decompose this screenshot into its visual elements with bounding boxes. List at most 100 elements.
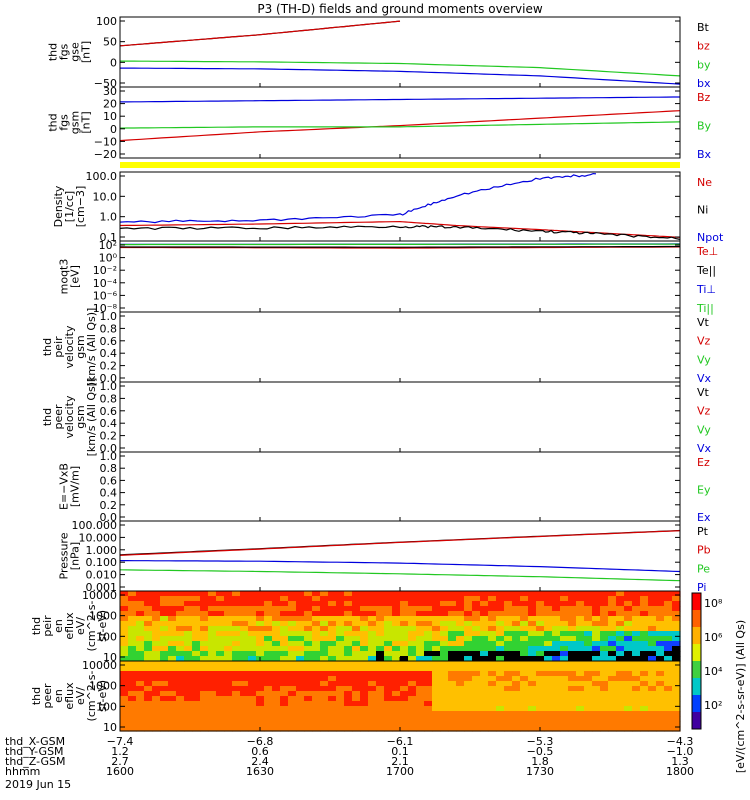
heatmap-cell bbox=[424, 656, 433, 662]
heatmap-cell bbox=[656, 696, 665, 702]
heatmap-cell bbox=[128, 601, 137, 607]
heatmap-cell bbox=[264, 716, 273, 722]
heatmap-cell bbox=[616, 646, 625, 652]
heatmap-cell bbox=[288, 681, 297, 687]
heatmap-cell bbox=[504, 626, 513, 632]
series-line-Pb bbox=[119, 530, 681, 556]
heatmap-cell bbox=[264, 641, 273, 647]
heatmap-cell bbox=[344, 631, 353, 637]
heatmap-cell bbox=[160, 671, 169, 677]
heatmap-cell bbox=[384, 661, 393, 667]
heatmap-cell bbox=[192, 626, 201, 632]
heatmap-cell bbox=[400, 716, 409, 722]
heatmap-cell bbox=[544, 641, 553, 647]
heatmap-cell bbox=[136, 651, 145, 657]
heatmap-cell bbox=[496, 726, 505, 732]
heatmap-cell bbox=[248, 596, 257, 602]
heatmap-cell bbox=[448, 611, 457, 617]
heatmap-cell bbox=[144, 651, 153, 657]
heatmap-cell bbox=[632, 721, 641, 727]
heatmap-cell bbox=[168, 676, 177, 682]
heatmap-cell bbox=[656, 616, 665, 622]
heatmap-cell bbox=[336, 716, 345, 722]
heatmap-cell bbox=[176, 711, 185, 717]
heatmap-cell bbox=[280, 681, 289, 687]
heatmap-cell bbox=[368, 721, 377, 727]
heatmap-cell bbox=[384, 691, 393, 697]
heatmap-cell bbox=[376, 691, 385, 697]
footer-value: 2.7 bbox=[111, 755, 129, 768]
heatmap-cell bbox=[504, 591, 513, 597]
heatmap-cell bbox=[616, 616, 625, 622]
heatmap-cell bbox=[312, 626, 321, 632]
heatmap-cell bbox=[288, 626, 297, 632]
heatmap-cell bbox=[536, 651, 545, 657]
heatmap-cell bbox=[520, 721, 529, 727]
heatmap-cell bbox=[168, 696, 177, 702]
y-axis-label-line: eflux bbox=[63, 612, 76, 640]
heatmap-cell bbox=[200, 601, 209, 607]
heatmap-cell bbox=[480, 646, 489, 652]
heatmap-cell bbox=[416, 691, 425, 697]
heatmap-cell bbox=[280, 606, 289, 612]
heatmap-cell bbox=[552, 701, 561, 707]
heatmap-cell bbox=[232, 706, 241, 712]
heatmap-cell bbox=[480, 626, 489, 632]
heatmap-cell bbox=[656, 671, 665, 677]
heatmap-cell bbox=[464, 681, 473, 687]
heatmap-cell bbox=[528, 636, 537, 642]
heatmap-cell bbox=[200, 726, 209, 732]
heatmap-cell bbox=[136, 681, 145, 687]
colorbar-swatch bbox=[692, 593, 701, 611]
heatmap-cell bbox=[584, 681, 593, 687]
heatmap-cell bbox=[328, 591, 337, 597]
heatmap-cell bbox=[312, 691, 321, 697]
heatmap-cell bbox=[120, 591, 129, 597]
heatmap-cell bbox=[392, 651, 401, 657]
y-axis-label-line: [1/cc] bbox=[63, 191, 76, 222]
heatmap-cell bbox=[448, 671, 457, 677]
heatmap-cell bbox=[672, 636, 681, 642]
heatmap-cell bbox=[224, 676, 233, 682]
heatmap-cell bbox=[392, 631, 401, 637]
heatmap-cell bbox=[240, 651, 249, 657]
heatmap-cell bbox=[616, 691, 625, 697]
heatmap-cell bbox=[288, 591, 297, 597]
heatmap-cell bbox=[160, 716, 169, 722]
heatmap-cell bbox=[360, 696, 369, 702]
heatmap-cell bbox=[480, 601, 489, 607]
heatmap-cell bbox=[576, 626, 585, 632]
heatmap-cell bbox=[352, 716, 361, 722]
heatmap-cell bbox=[672, 596, 681, 602]
y-axis-label-line: en bbox=[52, 619, 65, 633]
y-tick-label: 1.0 bbox=[100, 380, 118, 393]
heatmap-cell bbox=[336, 596, 345, 602]
y-axis-label-line: gsm bbox=[69, 111, 82, 134]
heatmap-cell bbox=[408, 661, 417, 667]
heatmap-cell bbox=[408, 726, 417, 732]
heatmap-cell bbox=[672, 646, 681, 652]
heatmap-cell bbox=[392, 596, 401, 602]
heatmap-cell bbox=[176, 611, 185, 617]
heatmap-cell bbox=[120, 636, 129, 642]
heatmap-cell bbox=[584, 601, 593, 607]
heatmap-cell bbox=[264, 701, 273, 707]
heatmap-cell bbox=[416, 696, 425, 702]
heatmap-cell bbox=[176, 716, 185, 722]
heatmap-cell bbox=[448, 696, 457, 702]
heatmap-cell bbox=[360, 596, 369, 602]
heatmap-cell bbox=[344, 691, 353, 697]
heatmap-cell bbox=[280, 616, 289, 622]
heatmap-cell bbox=[352, 671, 361, 677]
heatmap-cell bbox=[424, 716, 433, 722]
heatmap-cell bbox=[264, 666, 273, 672]
heatmap-cell bbox=[256, 716, 265, 722]
heatmap-cell bbox=[608, 611, 617, 617]
heatmap-cell bbox=[600, 631, 609, 637]
heatmap-cell bbox=[232, 726, 241, 732]
y-axis-label-line: sr-eV) bbox=[96, 680, 109, 712]
heatmap-cell bbox=[672, 711, 681, 717]
heatmap-cell bbox=[648, 591, 657, 597]
